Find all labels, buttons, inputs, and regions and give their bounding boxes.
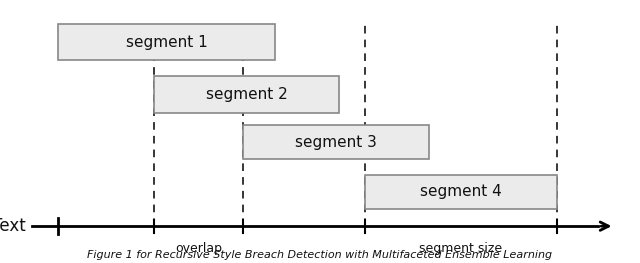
Text: segment 1: segment 1 xyxy=(125,34,207,50)
Bar xyxy=(243,125,429,159)
Bar xyxy=(154,76,339,113)
Text: Figure 1 for Recursive Style Breach Detection with Multifaceted Ensemble Learnin: Figure 1 for Recursive Style Breach Dete… xyxy=(88,250,552,260)
Bar xyxy=(58,24,275,60)
Text: segment 2: segment 2 xyxy=(205,87,287,102)
Text: Text: Text xyxy=(0,217,26,235)
Text: overlap: overlap xyxy=(175,242,222,255)
Text: segment 3: segment 3 xyxy=(295,134,377,150)
Bar xyxy=(365,175,557,209)
Text: segment size: segment size xyxy=(419,242,502,255)
Text: segment 4: segment 4 xyxy=(420,184,502,200)
